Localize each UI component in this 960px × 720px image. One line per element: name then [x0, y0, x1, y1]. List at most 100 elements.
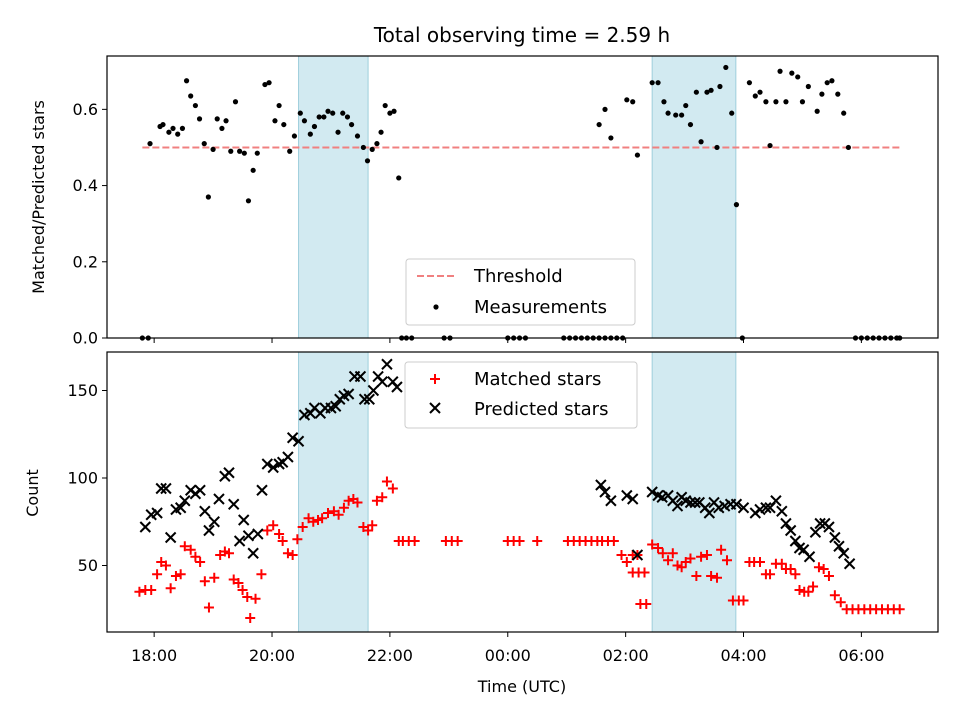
matched-star-point: [829, 590, 840, 601]
matched-star-point: [195, 557, 206, 567]
measurement-point: [665, 110, 671, 116]
measurement-point: [344, 114, 351, 120]
predicted-star-point: [599, 486, 611, 498]
matched-star-point: [367, 520, 378, 531]
matched-star-point: [616, 550, 627, 560]
predicted-star-point: [292, 435, 305, 447]
predicted-star-point: [780, 517, 792, 530]
measurement-point: [196, 116, 203, 122]
matched-star-point: [647, 539, 658, 550]
matched-star-point: [667, 548, 678, 559]
measurement-point: [364, 158, 371, 164]
measurement-point: [655, 80, 661, 86]
matched-star-point: [803, 586, 814, 597]
predicted-star-point: [621, 489, 633, 502]
measurement-point: [783, 99, 789, 105]
measurement-point: [354, 133, 361, 139]
legend-threshold-label: Threshold: [473, 266, 563, 287]
measurement-point: [272, 118, 278, 124]
matched-star-point: [317, 513, 328, 524]
measurement-point: [767, 142, 773, 149]
predicted-star-point: [605, 495, 617, 507]
matched-star-point: [377, 492, 388, 503]
measurement-point: [170, 125, 176, 132]
legend-predicted-label: Predicted stars: [474, 399, 608, 420]
predicted-star-point: [282, 451, 294, 463]
measurement-point: [192, 102, 199, 109]
predicted-star-point: [199, 505, 211, 517]
matched-star-point: [134, 586, 145, 597]
bottom-x-tick-label: 18:00: [131, 646, 177, 665]
top-y-tick-label: 0.4: [73, 176, 98, 195]
matched-star-point: [381, 476, 392, 487]
predicted-star-point: [155, 482, 167, 495]
measurement-point: [608, 135, 614, 141]
measurement-point: [179, 125, 186, 132]
measurement-point: [687, 121, 694, 128]
predicted-star-point: [770, 495, 782, 507]
legend-matched-label: Matched stars: [474, 369, 601, 390]
predicted-star-point: [238, 514, 250, 526]
matched-star-point: [639, 567, 650, 578]
measurement-point: [301, 118, 308, 124]
predicted-star-point: [381, 358, 393, 370]
measurement-point: [374, 141, 380, 147]
measurement-point: [819, 91, 825, 97]
measurement-point: [241, 150, 247, 156]
predicted-star-point: [789, 535, 802, 547]
predicted-star-point: [164, 531, 177, 544]
matched-star-point: [823, 571, 834, 581]
top-shaded-region: [298, 55, 369, 339]
top-chart-title: Total observing time = 2.59 h: [373, 23, 670, 47]
measurement-point: [188, 93, 194, 99]
measurement-point: [746, 80, 753, 86]
measurement-point: [391, 108, 397, 114]
predicted-star-point: [286, 432, 299, 444]
measurement-point: [205, 194, 211, 200]
matched-star-point: [277, 536, 288, 546]
matched-star-point: [268, 520, 279, 531]
legend-measurements-label: Measurements: [474, 297, 607, 318]
predicted-star-point: [829, 531, 841, 544]
predicted-star-point: [784, 524, 797, 537]
predicted-star-point: [233, 535, 246, 547]
bottom-legend: Matched stars Predicted stars: [404, 361, 638, 429]
bottom-plot-frame: [106, 351, 939, 633]
matched-star-point: [262, 525, 273, 536]
matched-star-point: [170, 571, 181, 581]
measurement-point: [824, 80, 830, 86]
bottom-x-tick-label: 20:00: [249, 646, 295, 665]
predicted-star-point: [194, 484, 206, 496]
measurement-point: [250, 167, 256, 173]
predicted-star-point: [342, 388, 355, 400]
measurement-point: [733, 202, 740, 208]
matched-star-point: [363, 525, 374, 536]
matched-star-point: [199, 576, 210, 587]
matched-star-point: [308, 516, 319, 527]
matched-star-point: [621, 557, 632, 567]
measurement-point: [596, 121, 602, 128]
predicted-star-point: [730, 498, 743, 510]
matched-star-point: [160, 560, 171, 571]
measurement-point: [245, 198, 252, 204]
matched-star-point: [794, 585, 805, 595]
predicted-star-point: [252, 528, 264, 540]
matched-star-point: [790, 569, 801, 580]
measurement-point: [649, 80, 655, 86]
measurement-point: [704, 89, 710, 95]
predicted-star-point: [329, 400, 342, 412]
matched-star-point: [146, 585, 157, 595]
matched-star-point: [179, 541, 190, 552]
measurement-point: [214, 116, 220, 122]
measurement-point: [679, 112, 685, 118]
matched-star-point: [203, 602, 214, 613]
measurement-point: [829, 78, 835, 84]
predicted-star-point: [814, 517, 826, 530]
measurement-point: [232, 99, 239, 105]
matched-star-point: [233, 578, 244, 588]
predicted-star-point: [354, 370, 367, 383]
measurement-point: [789, 70, 795, 76]
matched-star-point: [685, 553, 696, 564]
matched-star-point: [532, 536, 543, 546]
